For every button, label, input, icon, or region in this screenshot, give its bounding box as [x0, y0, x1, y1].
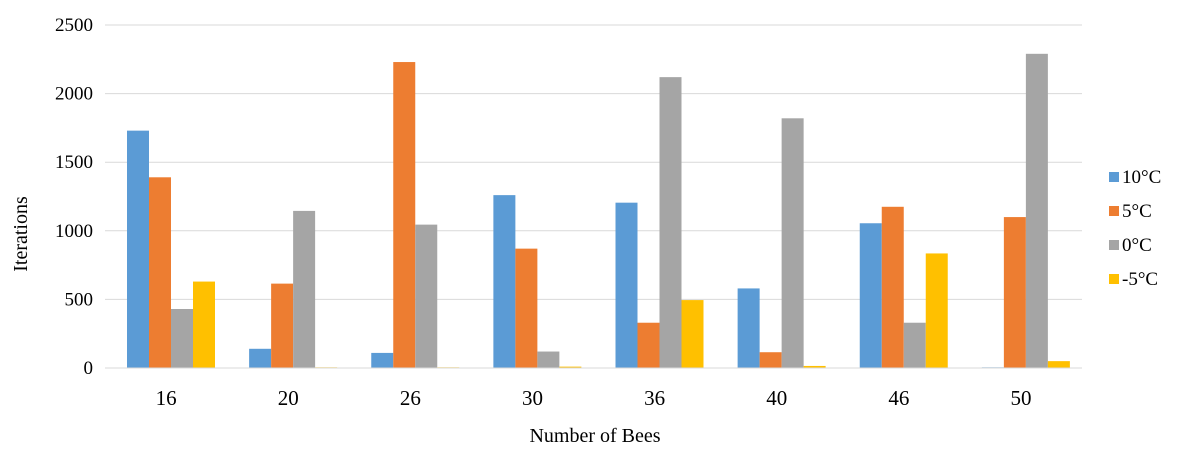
legend: 10°C 5°C 0°C -5°C [1109, 167, 1161, 290]
y-tick-label: 1500 [55, 152, 93, 173]
axes: 0 500 1000 1500 2000 2500 16 20 26 30 36 40 46 50 [55, 15, 1082, 410]
x-tick-label: 50 [1010, 386, 1031, 410]
bar--5C-36 [681, 300, 704, 368]
bar-10C-36 [615, 202, 638, 368]
y-tick-label: 0 [84, 358, 94, 379]
legend-label: 0°C [1122, 235, 1152, 256]
legend-label: -5°C [1122, 269, 1158, 290]
y-tick-label: 1000 [55, 221, 93, 242]
bar-10C-26 [371, 352, 394, 368]
bar--5C-40 [803, 365, 826, 368]
bar-10C-40 [737, 288, 760, 368]
bar-0C-30 [537, 351, 560, 368]
bars [127, 53, 1070, 369]
bar-0C-50 [1025, 53, 1048, 368]
bar-0C-16 [171, 309, 193, 368]
legend-swatch [1109, 240, 1119, 250]
bar-10C-46 [859, 223, 882, 368]
y-tick-label: 500 [65, 289, 94, 310]
x-tick-label: 30 [522, 386, 543, 410]
bar-5C-26 [393, 62, 416, 368]
bar-10C-30 [493, 195, 516, 368]
bar--5C-30 [559, 366, 582, 368]
legend-swatch [1109, 172, 1119, 182]
bar-5C-30 [515, 248, 538, 368]
x-tick-label: 40 [766, 386, 787, 410]
x-axis-title: Number of Bees [529, 425, 660, 447]
x-tick-label: 46 [888, 386, 909, 410]
x-tick-label: 20 [278, 386, 299, 410]
bar-0C-26 [415, 224, 438, 368]
bar-5C-50 [1003, 217, 1026, 368]
bar-0C-46 [903, 322, 926, 368]
x-tick-label: 36 [644, 386, 665, 410]
legend-swatch [1109, 274, 1119, 284]
y-tick-label: 2000 [55, 84, 93, 105]
bar-0C-36 [659, 77, 682, 369]
bar-5C-20 [271, 283, 294, 368]
legend-swatch [1109, 206, 1119, 216]
bar--5C-50 [1047, 361, 1070, 368]
x-tick-label: 26 [400, 386, 421, 410]
y-axis-title: Iterations [10, 196, 32, 272]
x-tick-label: 16 [156, 386, 177, 410]
bar-0C-40 [781, 118, 804, 369]
bar--5C-46 [925, 253, 948, 368]
gridlines [105, 24, 1082, 300]
y-tick-label: 2500 [55, 15, 93, 36]
bar-5C-16 [149, 177, 171, 368]
legend-label: 5°C [1122, 201, 1152, 222]
bar-0C-20 [293, 210, 316, 368]
bar-5C-40 [759, 352, 782, 368]
bar--5C-16 [193, 281, 215, 368]
bar-5C-46 [881, 206, 904, 368]
bar-10C-20 [249, 348, 272, 368]
legend-label: 10°C [1122, 167, 1161, 188]
bar-5C-36 [637, 322, 660, 368]
bar-10C-16 [127, 130, 149, 368]
